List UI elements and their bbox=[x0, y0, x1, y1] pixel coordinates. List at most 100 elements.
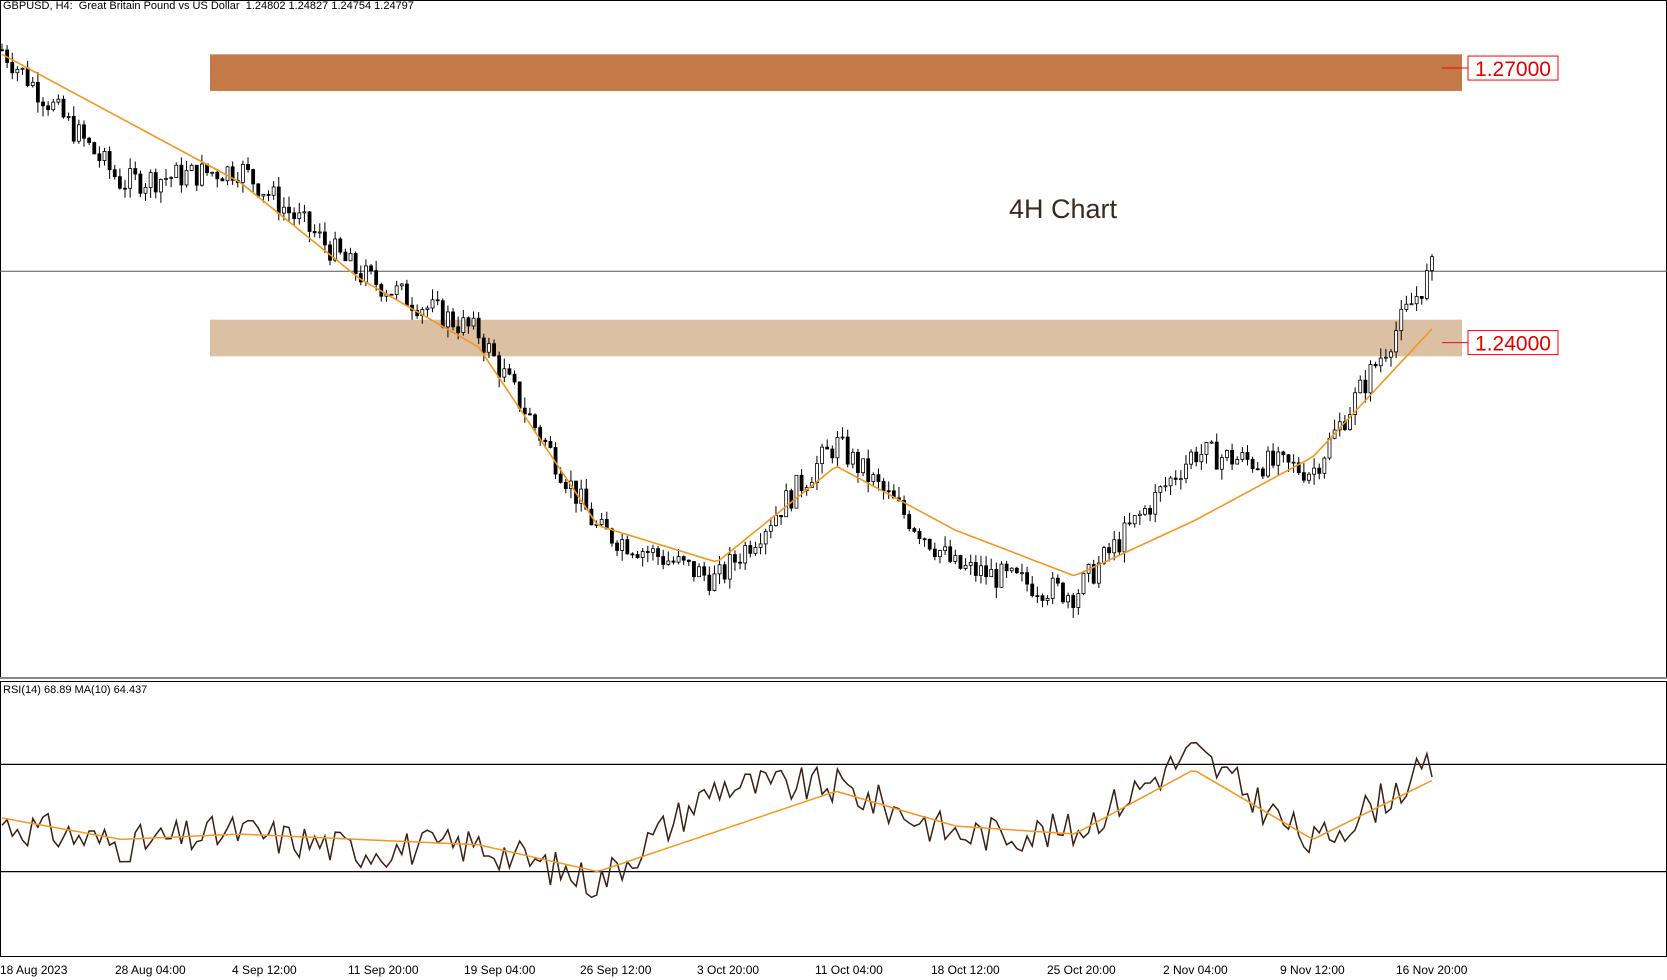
candle bbox=[563, 479, 568, 494]
candle bbox=[430, 289, 435, 313]
candle bbox=[656, 545, 660, 566]
candle bbox=[251, 168, 256, 194]
candle bbox=[153, 168, 158, 199]
candle bbox=[666, 551, 671, 566]
candle bbox=[1424, 263, 1429, 301]
candle bbox=[1394, 321, 1399, 359]
rsi-line bbox=[1, 741, 1433, 899]
candle bbox=[1040, 593, 1045, 608]
candle bbox=[886, 481, 891, 500]
candle bbox=[1122, 515, 1127, 563]
candle bbox=[210, 171, 215, 177]
candle bbox=[948, 539, 953, 564]
candle bbox=[1025, 566, 1029, 592]
candle bbox=[405, 279, 409, 306]
candle bbox=[1081, 570, 1086, 596]
x-tick-label: 3 Oct 20:00 bbox=[697, 963, 760, 977]
candle bbox=[1430, 254, 1434, 281]
x-tick-label: 9 Nov 12:00 bbox=[1280, 963, 1345, 977]
candle bbox=[46, 101, 51, 116]
candle bbox=[1184, 455, 1188, 484]
candle bbox=[292, 207, 297, 227]
candle bbox=[1353, 387, 1358, 426]
candle bbox=[943, 536, 947, 555]
candle bbox=[1230, 443, 1235, 471]
candle bbox=[1327, 432, 1332, 461]
candle bbox=[435, 290, 440, 306]
candle bbox=[307, 211, 312, 243]
candle bbox=[240, 160, 245, 193]
candle bbox=[87, 136, 92, 146]
candle bbox=[1276, 446, 1281, 477]
candle bbox=[302, 204, 307, 222]
candle bbox=[697, 563, 701, 578]
candle bbox=[1225, 449, 1229, 462]
candle bbox=[758, 533, 763, 555]
candle bbox=[492, 339, 496, 357]
candle bbox=[461, 310, 466, 336]
candle bbox=[138, 170, 143, 198]
candle bbox=[999, 561, 1004, 588]
candle bbox=[1245, 445, 1250, 466]
candle bbox=[845, 429, 850, 468]
candle bbox=[1148, 505, 1153, 522]
candle bbox=[712, 565, 717, 592]
candle bbox=[174, 162, 179, 178]
x-tick-label: 19 Sep 04:00 bbox=[464, 963, 536, 977]
candle bbox=[1004, 561, 1009, 579]
candle bbox=[451, 308, 455, 331]
x-tick-label: 4 Sep 12:00 bbox=[232, 963, 297, 977]
candle bbox=[1035, 586, 1040, 604]
candle bbox=[815, 455, 819, 491]
candle bbox=[164, 168, 168, 186]
candle bbox=[102, 147, 107, 166]
candle bbox=[753, 541, 758, 556]
candle bbox=[1045, 595, 1050, 606]
candle bbox=[348, 247, 353, 262]
candle bbox=[881, 478, 886, 500]
candle bbox=[374, 260, 379, 291]
candle bbox=[133, 161, 138, 181]
candle bbox=[287, 196, 291, 223]
candle bbox=[1307, 472, 1311, 484]
candle bbox=[502, 358, 507, 383]
candle bbox=[917, 528, 922, 545]
candle bbox=[727, 547, 732, 589]
candle bbox=[1061, 581, 1065, 604]
candle bbox=[481, 333, 486, 362]
candle bbox=[51, 99, 56, 112]
candle bbox=[1117, 531, 1122, 555]
candle bbox=[584, 479, 589, 510]
candle bbox=[1030, 576, 1035, 598]
candle bbox=[994, 562, 999, 599]
candle bbox=[399, 282, 404, 291]
candle bbox=[722, 561, 727, 584]
level-label-lower: 1.24000 bbox=[1442, 330, 1559, 356]
candle bbox=[112, 164, 117, 180]
candle bbox=[1296, 457, 1301, 476]
candle bbox=[681, 555, 686, 566]
candle bbox=[358, 265, 363, 286]
candle bbox=[538, 424, 543, 446]
candle bbox=[676, 548, 681, 565]
candle bbox=[850, 448, 855, 469]
candle bbox=[271, 181, 276, 200]
candle bbox=[1332, 419, 1337, 440]
candle bbox=[189, 163, 194, 171]
candle bbox=[574, 480, 578, 513]
candle bbox=[266, 190, 271, 202]
candle bbox=[799, 469, 804, 498]
candle bbox=[1414, 286, 1419, 311]
candle bbox=[1178, 470, 1183, 490]
candle bbox=[338, 237, 343, 255]
candle bbox=[215, 169, 220, 188]
candle bbox=[507, 363, 512, 376]
candle bbox=[1266, 446, 1270, 478]
candle bbox=[394, 280, 399, 301]
x-tick-label: 11 Sep 20:00 bbox=[348, 963, 419, 977]
candle bbox=[748, 540, 753, 558]
candle bbox=[1348, 406, 1352, 431]
candle bbox=[297, 202, 302, 225]
candle bbox=[15, 66, 20, 82]
candle bbox=[1219, 454, 1224, 480]
